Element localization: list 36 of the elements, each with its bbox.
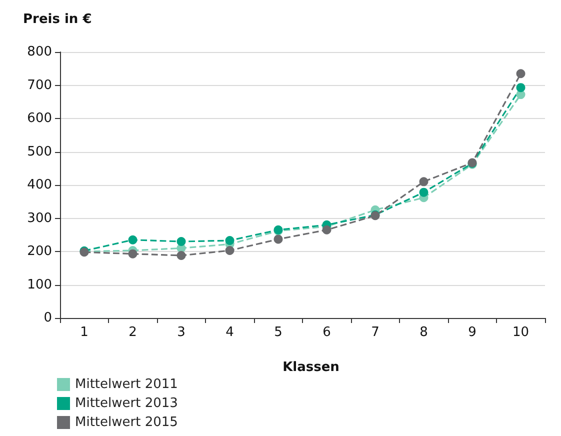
x-tick-label: 6 bbox=[322, 325, 331, 340]
x-tick-label: 9 bbox=[468, 325, 476, 340]
y-axis-title: Preis in € bbox=[23, 12, 92, 27]
point bbox=[516, 83, 526, 92]
point bbox=[225, 246, 234, 255]
point bbox=[419, 177, 428, 186]
y-tick-label: 400 bbox=[27, 178, 52, 192]
point bbox=[176, 237, 186, 246]
y-tick-label: 500 bbox=[27, 144, 52, 160]
point bbox=[322, 225, 332, 234]
legend-label: Mittelwert 2011 bbox=[75, 377, 178, 392]
x-axis-title: Klassen bbox=[282, 360, 340, 375]
legend-label: Mittelwert 2013 bbox=[75, 396, 178, 411]
y-tick-label: 100 bbox=[27, 277, 52, 292]
x-tick-label: 8 bbox=[420, 325, 428, 340]
y-tick-label: 200 bbox=[27, 244, 52, 259]
x-tick-label: 3 bbox=[177, 325, 186, 340]
y-tick-label: 0 bbox=[44, 310, 52, 326]
x-tick-label: 4 bbox=[226, 325, 234, 340]
x-tick-label: 1 bbox=[80, 325, 88, 340]
point bbox=[274, 234, 283, 244]
y-tick-label: 300 bbox=[27, 210, 52, 226]
point bbox=[128, 249, 138, 258]
point bbox=[419, 188, 428, 197]
point bbox=[128, 235, 138, 244]
point bbox=[516, 69, 526, 78]
x-tick-label: 7 bbox=[371, 325, 380, 340]
y-tick-label: 800 bbox=[27, 44, 52, 60]
x-tick-label: 10 bbox=[512, 325, 530, 340]
y-tick-label: 700 bbox=[27, 78, 52, 93]
point bbox=[176, 250, 186, 260]
x-tick-label: 5 bbox=[274, 325, 282, 340]
point bbox=[225, 236, 234, 246]
legend-label: Mittelwert 2015 bbox=[75, 415, 178, 430]
y-tick-label: 600 bbox=[27, 111, 52, 126]
x-tick-label: 2 bbox=[128, 325, 137, 340]
